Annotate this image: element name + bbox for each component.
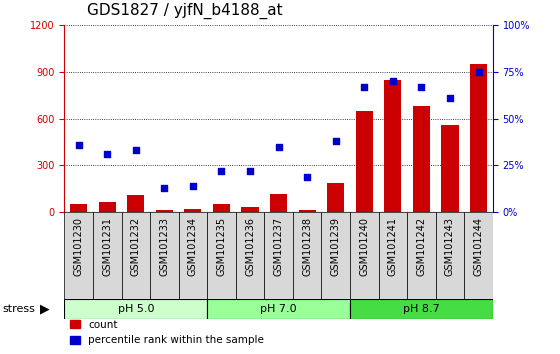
Text: GSM101238: GSM101238 bbox=[302, 217, 312, 276]
Text: GSM101237: GSM101237 bbox=[274, 217, 283, 276]
Text: GSM101239: GSM101239 bbox=[331, 217, 340, 276]
Point bbox=[417, 84, 426, 90]
Bar bbox=[441, 125, 459, 212]
Text: GSM101234: GSM101234 bbox=[188, 217, 198, 276]
Bar bbox=[64, 212, 93, 299]
Point bbox=[388, 78, 397, 84]
Bar bbox=[207, 299, 350, 319]
Bar bbox=[236, 212, 264, 299]
Bar bbox=[93, 212, 122, 299]
Text: GSM101230: GSM101230 bbox=[74, 217, 83, 276]
Bar bbox=[384, 80, 402, 212]
Legend: count, percentile rank within the sample: count, percentile rank within the sample bbox=[69, 320, 264, 345]
Bar bbox=[464, 212, 493, 299]
Bar bbox=[179, 212, 207, 299]
Bar bbox=[379, 212, 407, 299]
Point bbox=[360, 84, 368, 90]
Point bbox=[245, 168, 254, 174]
Text: GSM101235: GSM101235 bbox=[217, 217, 226, 276]
Text: GDS1827 / yjfN_b4188_at: GDS1827 / yjfN_b4188_at bbox=[87, 3, 282, 19]
Bar bbox=[436, 212, 464, 299]
Point bbox=[131, 148, 140, 153]
Bar bbox=[413, 106, 430, 212]
Text: GSM101232: GSM101232 bbox=[131, 217, 141, 276]
Point bbox=[274, 144, 283, 149]
Bar bbox=[327, 183, 344, 212]
Text: pH 8.7: pH 8.7 bbox=[403, 304, 440, 314]
Bar bbox=[293, 212, 321, 299]
Bar bbox=[213, 204, 230, 212]
Point bbox=[446, 95, 455, 101]
Text: GSM101243: GSM101243 bbox=[445, 217, 455, 276]
Bar bbox=[241, 207, 259, 212]
Bar bbox=[184, 209, 202, 212]
Text: GSM101241: GSM101241 bbox=[388, 217, 398, 276]
Point bbox=[188, 183, 198, 189]
Bar bbox=[99, 202, 116, 212]
Bar bbox=[350, 299, 493, 319]
Bar bbox=[270, 194, 287, 212]
Point bbox=[160, 185, 169, 191]
Text: GSM101244: GSM101244 bbox=[474, 217, 483, 276]
Bar bbox=[127, 195, 144, 212]
Bar bbox=[321, 212, 350, 299]
Text: pH 5.0: pH 5.0 bbox=[118, 304, 154, 314]
Bar bbox=[298, 210, 316, 212]
Text: GSM101233: GSM101233 bbox=[160, 217, 169, 276]
Text: GSM101231: GSM101231 bbox=[102, 217, 112, 276]
Bar bbox=[207, 212, 236, 299]
Bar bbox=[407, 212, 436, 299]
Point bbox=[331, 138, 340, 144]
Bar bbox=[122, 212, 150, 299]
Point bbox=[474, 69, 483, 74]
Bar bbox=[470, 64, 487, 212]
Bar bbox=[356, 111, 373, 212]
Bar bbox=[150, 212, 179, 299]
Text: GSM101236: GSM101236 bbox=[245, 217, 255, 276]
Point bbox=[74, 142, 83, 148]
Bar bbox=[70, 204, 87, 212]
Text: GSM101240: GSM101240 bbox=[360, 217, 369, 276]
Text: stress: stress bbox=[3, 304, 36, 314]
Bar bbox=[64, 299, 207, 319]
Point bbox=[217, 168, 226, 174]
Bar bbox=[350, 212, 379, 299]
Bar bbox=[264, 212, 293, 299]
Point bbox=[302, 174, 311, 179]
Text: GSM101242: GSM101242 bbox=[417, 217, 426, 276]
Text: ▶: ▶ bbox=[40, 303, 50, 316]
Bar bbox=[156, 210, 173, 212]
Text: pH 7.0: pH 7.0 bbox=[260, 304, 297, 314]
Point bbox=[103, 152, 112, 157]
